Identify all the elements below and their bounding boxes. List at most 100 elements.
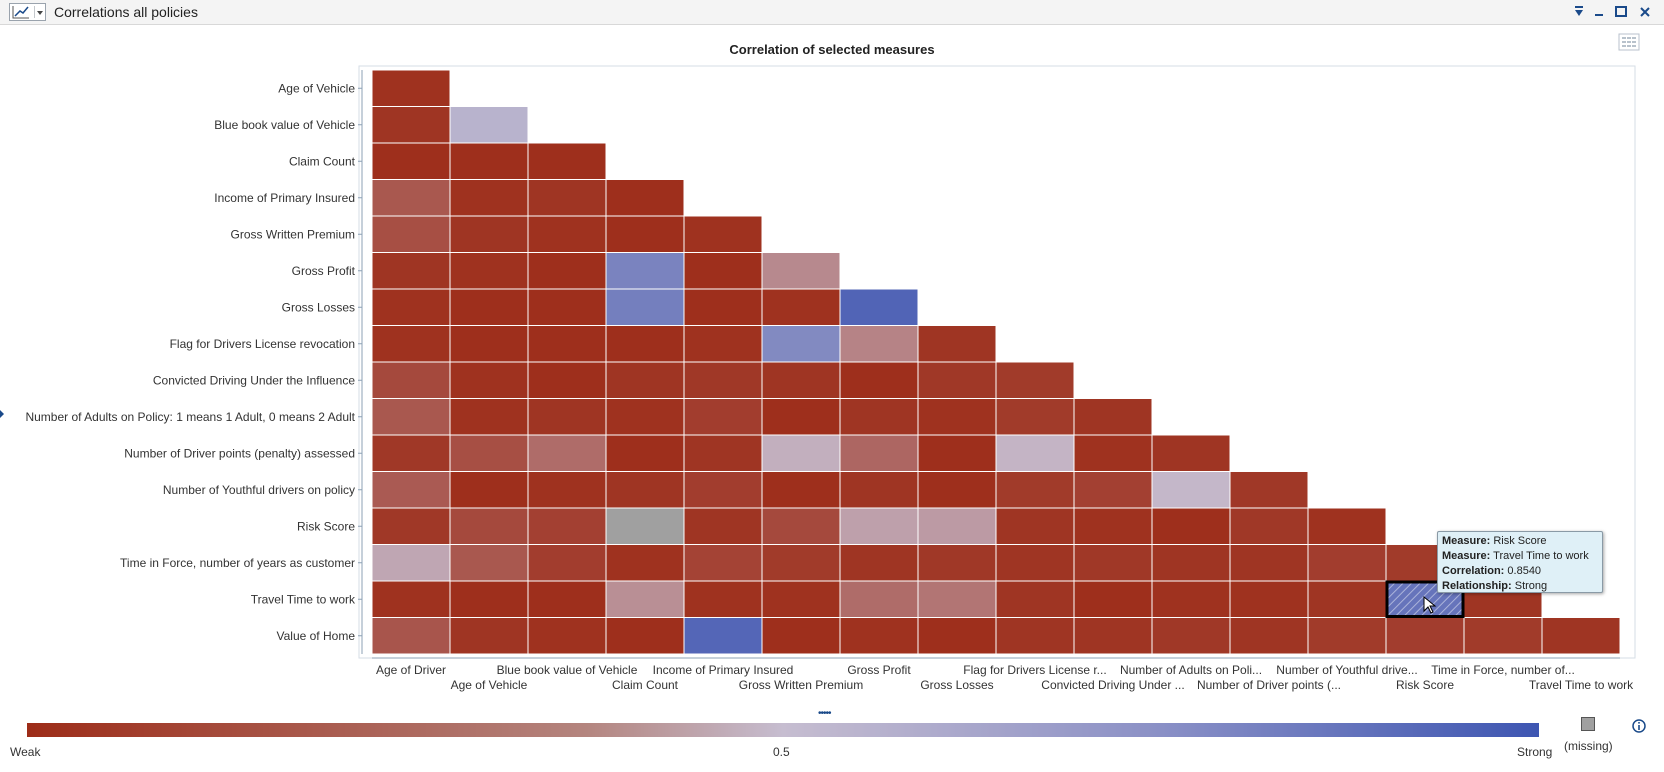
chart-menu-button[interactable] — [9, 3, 46, 21]
heatmap-cell[interactable] — [449, 179, 529, 217]
heatmap-cell[interactable] — [1463, 617, 1543, 655]
heatmap-cell[interactable] — [995, 617, 1075, 655]
heatmap-cell[interactable] — [1151, 617, 1231, 655]
heatmap-cell[interactable] — [917, 398, 997, 436]
heatmap-cell[interactable] — [683, 434, 763, 472]
heatmap-cell[interactable] — [917, 471, 997, 509]
heatmap-cell[interactable] — [371, 434, 451, 472]
heatmap-cell[interactable] — [527, 179, 607, 217]
heatmap-cell[interactable] — [527, 471, 607, 509]
heatmap-cell[interactable] — [371, 106, 451, 144]
heatmap-cell[interactable] — [449, 434, 529, 472]
heatmap-cell[interactable] — [605, 471, 685, 509]
heatmap-cell[interactable] — [605, 617, 685, 655]
heatmap-cell[interactable] — [371, 507, 451, 545]
heatmap-cell[interactable] — [839, 617, 919, 655]
heatmap-cell[interactable] — [995, 361, 1075, 399]
heatmap-cell[interactable] — [527, 617, 607, 655]
heatmap-cell[interactable] — [917, 434, 997, 472]
heatmap-cell[interactable] — [917, 507, 997, 545]
heatmap-cell[interactable] — [605, 398, 685, 436]
heatmap-cell[interactable] — [605, 434, 685, 472]
heatmap-cell[interactable] — [683, 325, 763, 363]
heatmap-cell[interactable] — [917, 325, 997, 363]
pin-icon[interactable] — [1571, 4, 1587, 20]
heatmap-cell[interactable] — [1073, 507, 1153, 545]
heatmap-cell[interactable] — [371, 325, 451, 363]
heatmap-cell[interactable] — [1073, 617, 1153, 655]
heatmap-cell[interactable] — [761, 471, 841, 509]
heatmap-cell[interactable] — [761, 252, 841, 290]
heatmap-cell[interactable] — [761, 580, 841, 618]
heatmap-cell[interactable] — [761, 544, 841, 582]
heatmap-cell[interactable] — [683, 398, 763, 436]
heatmap-cell[interactable] — [761, 398, 841, 436]
heatmap-cell[interactable] — [527, 507, 607, 545]
heatmap-cell[interactable] — [1307, 544, 1387, 582]
heatmap-cell[interactable] — [839, 434, 919, 472]
heatmap-cell[interactable] — [1073, 544, 1153, 582]
heatmap-cell[interactable] — [995, 544, 1075, 582]
heatmap-cell[interactable] — [1385, 617, 1465, 655]
heatmap-cell[interactable] — [605, 580, 685, 618]
heatmap-cell[interactable] — [1541, 617, 1621, 655]
heatmap-cell[interactable] — [683, 288, 763, 326]
heatmap-cell[interactable] — [839, 398, 919, 436]
heatmap-cell[interactable] — [1307, 507, 1387, 545]
maximize-icon[interactable] — [1613, 4, 1629, 20]
heatmap-cell[interactable] — [605, 179, 685, 217]
heatmap-cell[interactable] — [449, 507, 529, 545]
heatmap-cell[interactable] — [839, 544, 919, 582]
heatmap-cell[interactable] — [1073, 580, 1153, 618]
heatmap-cell[interactable] — [761, 507, 841, 545]
chevron-down-icon[interactable] — [37, 11, 43, 15]
heatmap-cell[interactable] — [605, 288, 685, 326]
heatmap-cell[interactable] — [371, 215, 451, 253]
heatmap-cell[interactable] — [371, 544, 451, 582]
minimize-icon[interactable] — [1591, 4, 1607, 20]
heatmap-cell[interactable] — [1151, 471, 1231, 509]
info-icon[interactable] — [1632, 719, 1646, 733]
heatmap-cell[interactable] — [527, 398, 607, 436]
heatmap-cell[interactable] — [1151, 580, 1231, 618]
heatmap-cell[interactable] — [449, 361, 529, 399]
heatmap-cell[interactable] — [839, 361, 919, 399]
heatmap-cell[interactable] — [1151, 507, 1231, 545]
heatmap-cell[interactable] — [527, 325, 607, 363]
heatmap-cell[interactable] — [1073, 398, 1153, 436]
heatmap-cell[interactable] — [449, 215, 529, 253]
panel-expand-handle[interactable] — [0, 410, 4, 418]
heatmap-cell[interactable] — [605, 215, 685, 253]
heatmap-cell[interactable] — [449, 398, 529, 436]
heatmap-cell[interactable] — [761, 325, 841, 363]
heatmap-cell[interactable] — [449, 325, 529, 363]
resize-grip-icon[interactable]: ••••• — [818, 708, 831, 719]
heatmap-cell[interactable] — [449, 252, 529, 290]
heatmap-cell[interactable] — [683, 507, 763, 545]
heatmap-cell[interactable] — [527, 544, 607, 582]
heatmap-cell[interactable] — [761, 361, 841, 399]
heatmap-cell[interactable] — [527, 142, 607, 180]
heatmap-cell[interactable] — [527, 361, 607, 399]
heatmap-cell[interactable] — [1229, 580, 1309, 618]
heatmap-cell[interactable] — [605, 252, 685, 290]
heatmap-cell[interactable] — [371, 471, 451, 509]
heatmap-cell[interactable] — [371, 617, 451, 655]
heatmap-cell[interactable] — [1229, 617, 1309, 655]
heatmap-cell[interactable] — [995, 471, 1075, 509]
heatmap-cell[interactable] — [761, 288, 841, 326]
heatmap-cell[interactable] — [683, 361, 763, 399]
heatmap-cell[interactable] — [449, 142, 529, 180]
heatmap-cell[interactable] — [1073, 471, 1153, 509]
heatmap-cell[interactable] — [449, 471, 529, 509]
heatmap-cell[interactable] — [371, 142, 451, 180]
heatmap-cell[interactable] — [995, 398, 1075, 436]
heatmap-cell[interactable] — [527, 288, 607, 326]
heatmap-cell[interactable] — [995, 507, 1075, 545]
heatmap-cell[interactable] — [995, 580, 1075, 618]
heatmap-cell[interactable] — [683, 544, 763, 582]
heatmap-cell[interactable] — [917, 617, 997, 655]
heatmap-cell[interactable] — [1307, 617, 1387, 655]
heatmap-cell[interactable] — [449, 288, 529, 326]
close-icon[interactable] — [1637, 4, 1653, 20]
